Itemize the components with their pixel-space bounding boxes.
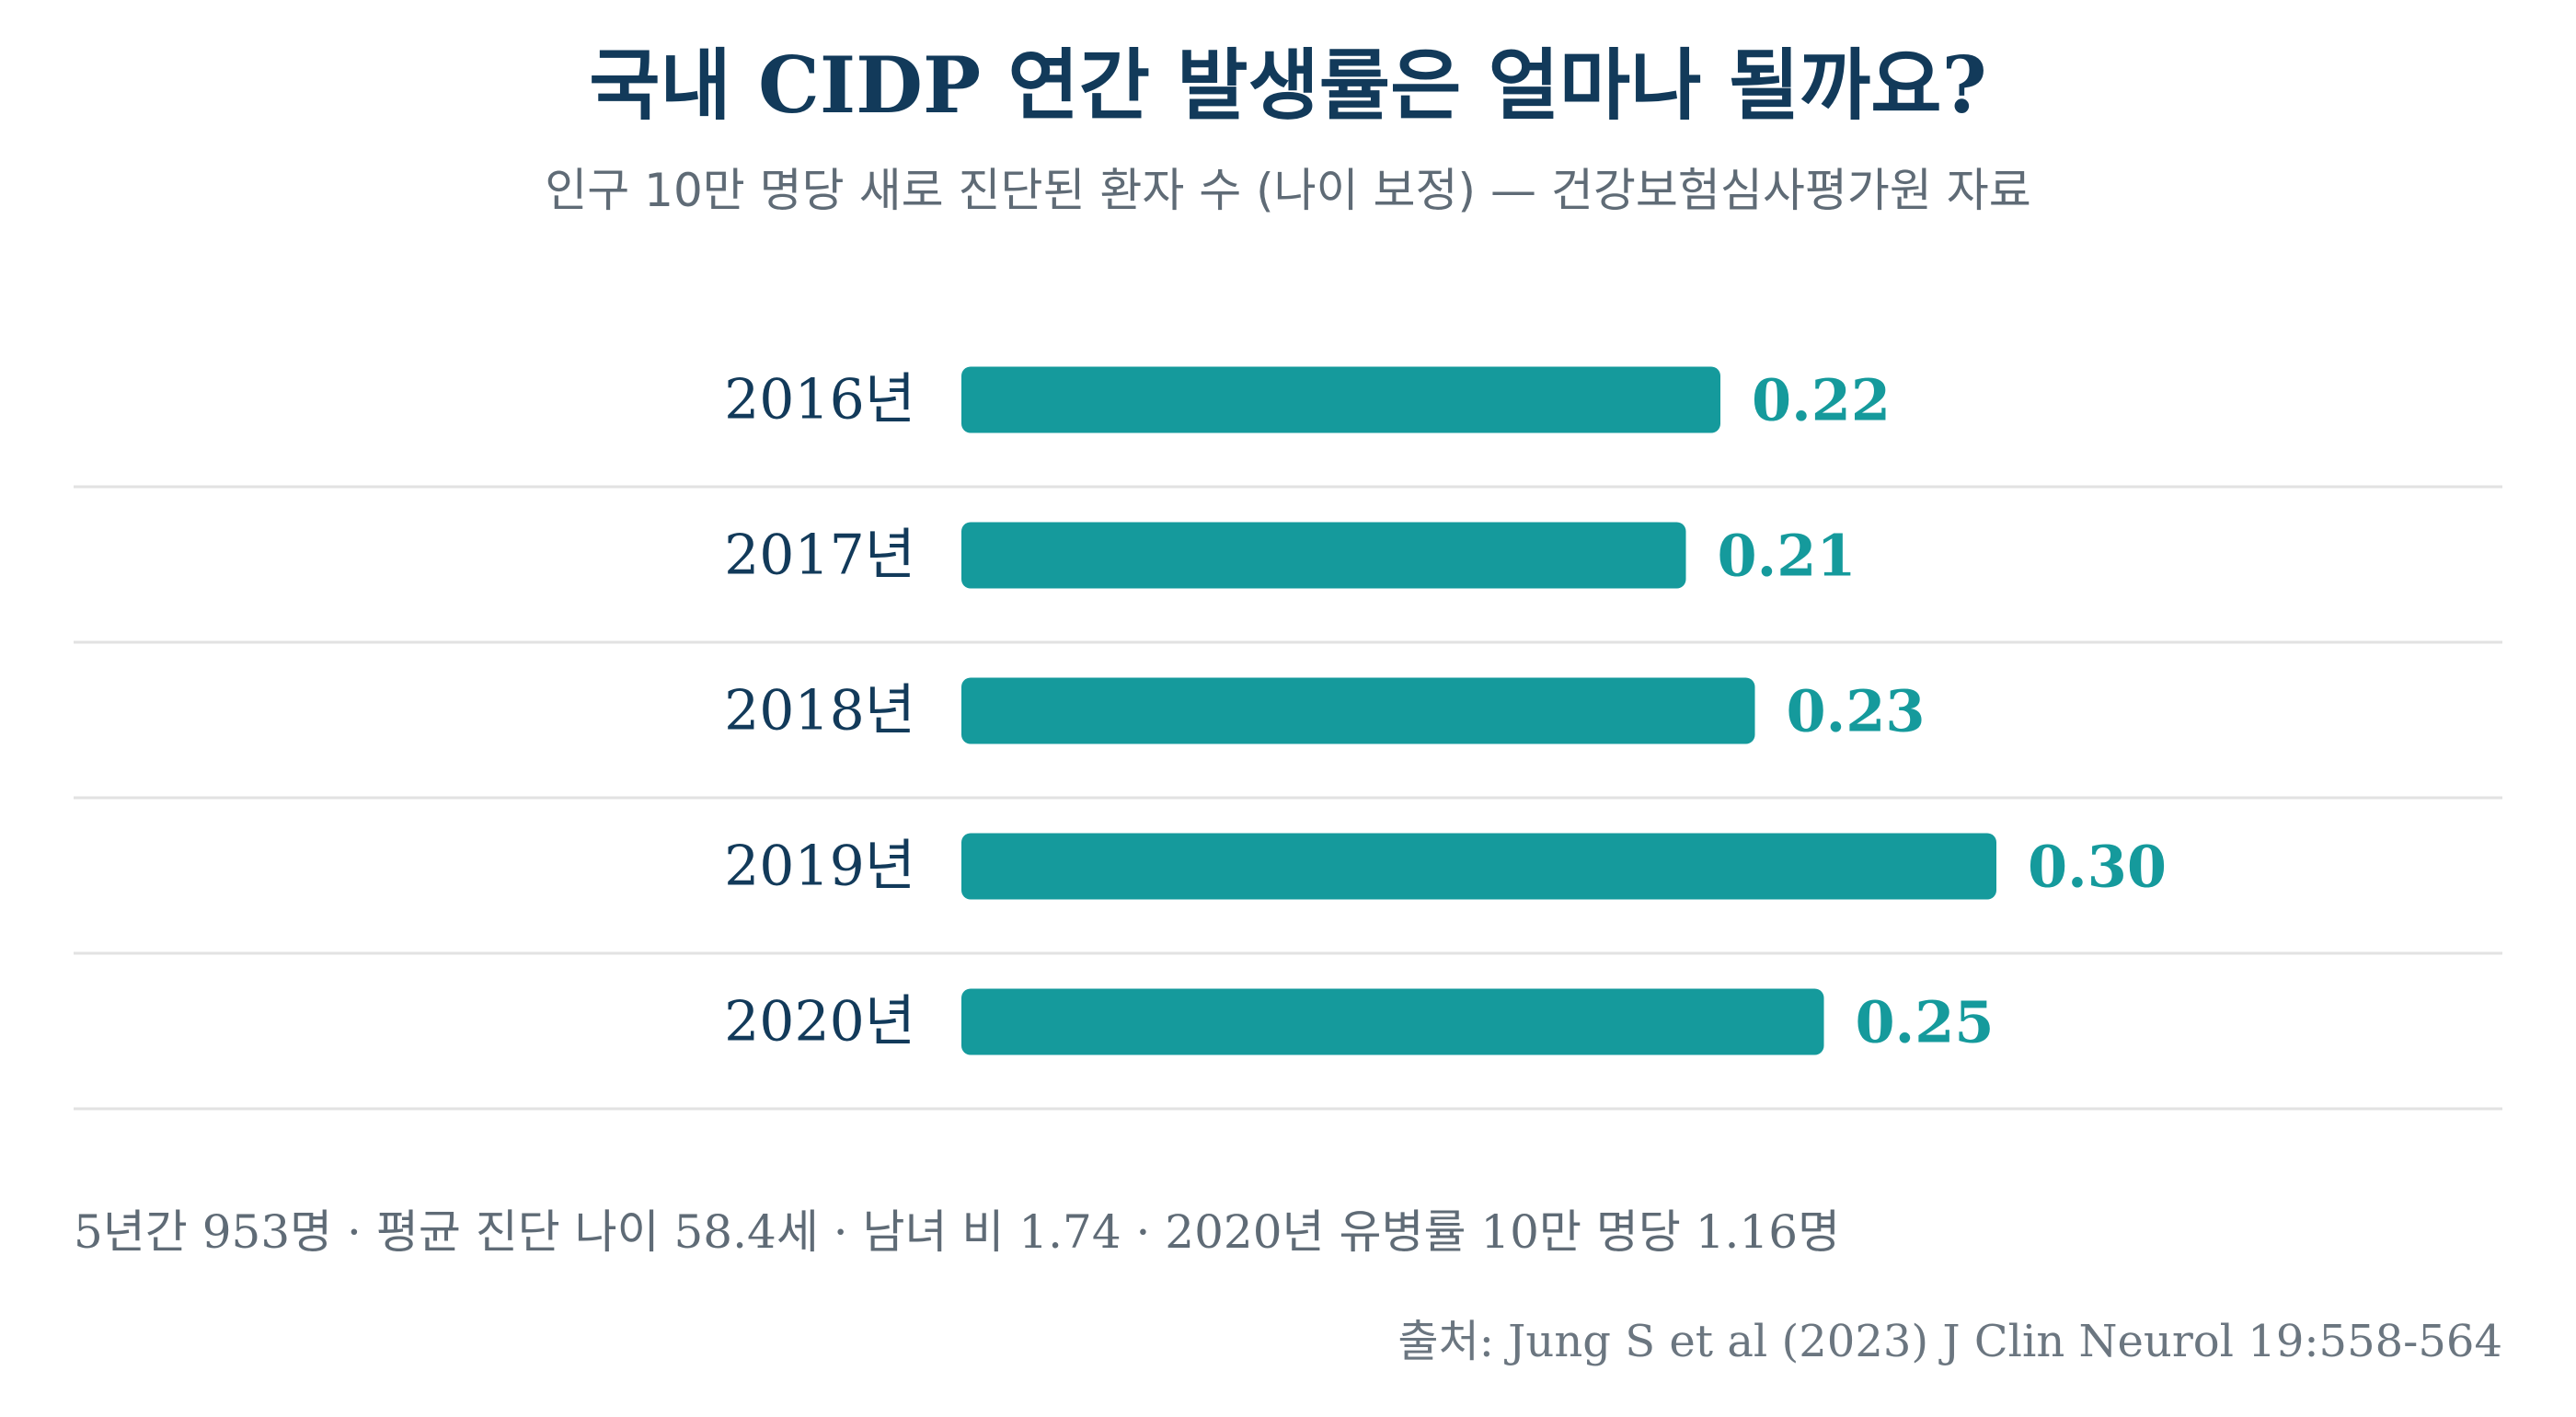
category-label: 2018년	[724, 679, 915, 743]
value-label: 0.21	[1718, 523, 1857, 590]
category-label: 2020년	[724, 990, 915, 1054]
bar	[961, 522, 1686, 589]
bar	[961, 833, 1996, 900]
bar	[961, 366, 1720, 433]
value-label: 0.23	[1787, 678, 1926, 745]
chart-footnote: 5년간 953명 · 평균 진단 나이 58.4세 · 남녀 비 1.74 · …	[74, 1205, 1840, 1259]
chart-source: 출처: Jung S et al (2023) J Clin Neurol 19…	[1397, 1316, 2502, 1367]
value-label: 0.25	[1856, 989, 1995, 1056]
category-label: 2017년	[724, 524, 915, 588]
category-label: 2016년	[724, 368, 915, 432]
value-label: 0.30	[2028, 834, 2167, 901]
value-label: 0.22	[1752, 367, 1891, 434]
category-label: 2019년	[724, 835, 915, 899]
chart-title: 국내 CIDP 연간 발생률은 얼마나 될까요?	[589, 40, 1987, 131]
bar	[961, 677, 1755, 744]
bars-layer: 2016년 0.22 2017년 0.21 2018년 0.23 2019년 0.30 2020…	[74, 366, 2502, 1111]
chart-subtitle: 인구 10만 명당 새로 진단된 환자 수 (나이 보정) — 건강보험심사평가…	[545, 164, 2030, 217]
bar	[961, 988, 1824, 1055]
